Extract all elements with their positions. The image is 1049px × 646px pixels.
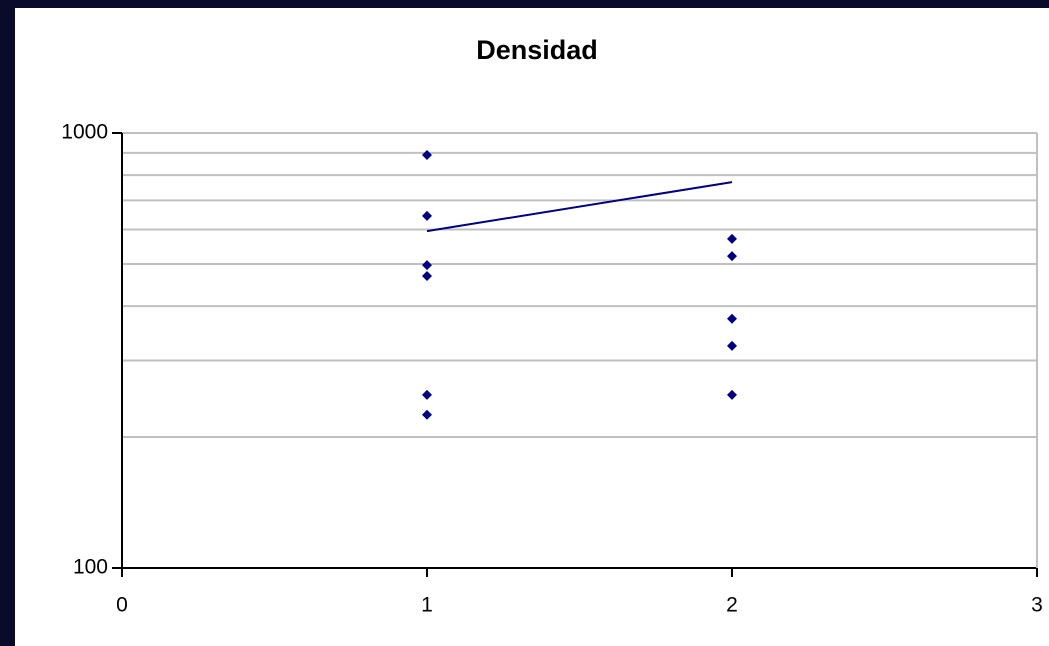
chart-background xyxy=(15,8,1049,646)
data-point xyxy=(727,251,737,262)
data-point xyxy=(422,409,432,420)
data-point xyxy=(422,150,432,161)
trend-line xyxy=(426,181,733,233)
x-tick-label: 1 xyxy=(421,594,433,617)
data-point xyxy=(727,389,737,400)
y-tick-label: 100 xyxy=(73,556,108,579)
data-point xyxy=(727,233,737,244)
data-point xyxy=(422,271,432,282)
x-tick-label: 2 xyxy=(726,594,738,617)
y-tick-label: 1000 xyxy=(61,121,108,144)
data-point xyxy=(727,340,737,351)
data-point xyxy=(422,210,432,221)
chart-title: Densidad xyxy=(476,35,598,65)
x-tick-label: 0 xyxy=(116,594,128,617)
data-point xyxy=(727,313,737,324)
data-point xyxy=(422,260,432,271)
data-point xyxy=(422,389,432,400)
x-tick-label: 3 xyxy=(1031,594,1043,617)
